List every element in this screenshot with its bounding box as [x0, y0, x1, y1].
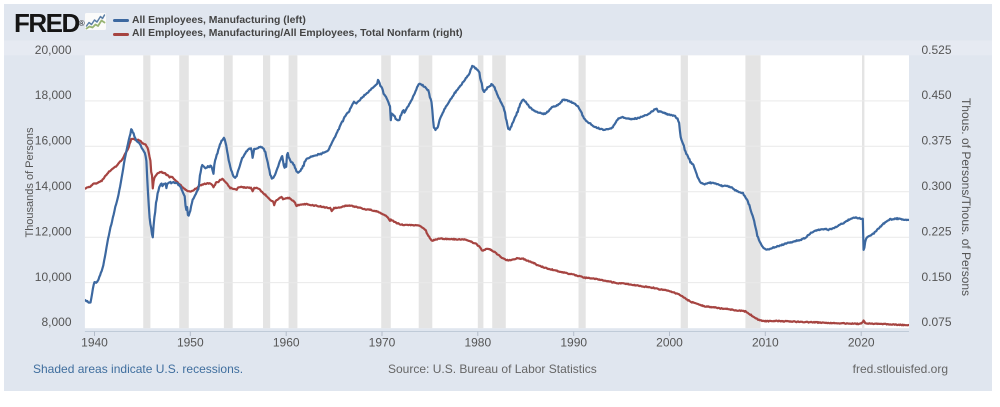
svg-text:Thousands of Persons: Thousands of Persons	[24, 127, 36, 238]
svg-text:18,000: 18,000	[35, 88, 72, 102]
svg-text:Thous. of Persons/Thous. of Pe: Thous. of Persons/Thous. of Persons	[959, 98, 973, 296]
svg-text:8,000: 8,000	[41, 315, 71, 329]
svg-text:1990: 1990	[560, 336, 587, 350]
svg-text:0.150: 0.150	[922, 270, 952, 284]
svg-text:1970: 1970	[369, 336, 396, 350]
svg-text:12,000: 12,000	[35, 224, 72, 238]
svg-text:16,000: 16,000	[35, 134, 72, 148]
svg-text:0.300: 0.300	[922, 179, 952, 193]
svg-text:20,000: 20,000	[35, 43, 72, 57]
svg-text:0.225: 0.225	[922, 224, 952, 238]
svg-text:1950: 1950	[177, 336, 204, 350]
svg-text:2010: 2010	[752, 336, 779, 350]
svg-text:0.525: 0.525	[922, 43, 952, 57]
svg-text:0.075: 0.075	[922, 315, 952, 329]
svg-text:1980: 1980	[464, 336, 491, 350]
svg-text:0.450: 0.450	[922, 88, 952, 102]
svg-text:2020: 2020	[848, 336, 875, 350]
svg-text:14,000: 14,000	[35, 179, 72, 193]
svg-text:0.375: 0.375	[922, 134, 952, 148]
svg-text:10,000: 10,000	[35, 270, 72, 284]
svg-text:1940: 1940	[81, 336, 108, 350]
svg-text:2000: 2000	[656, 336, 683, 350]
svg-text:1960: 1960	[273, 336, 300, 350]
